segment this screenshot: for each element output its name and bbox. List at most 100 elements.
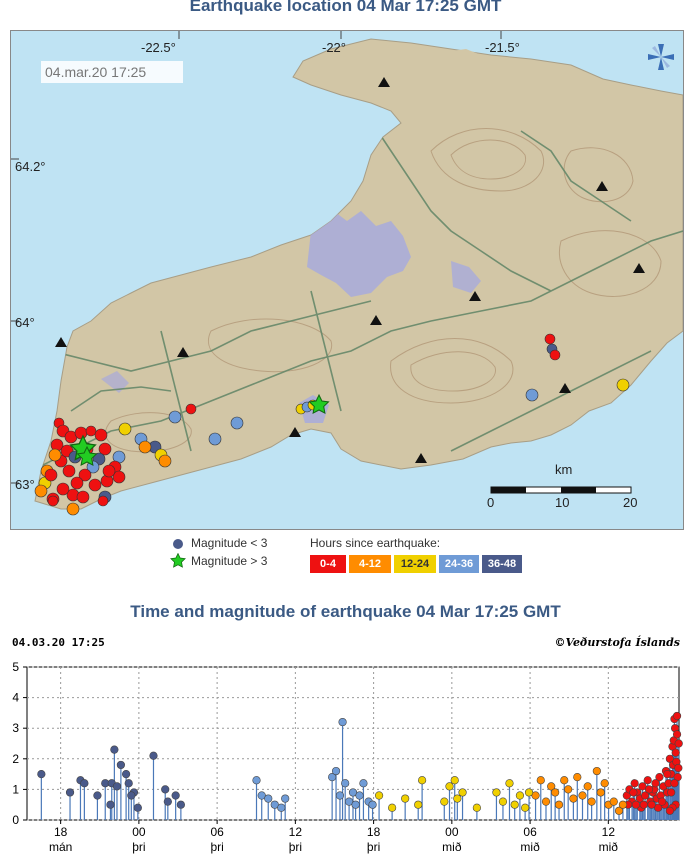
quake-point	[596, 788, 605, 797]
y-tick-label: 1	[12, 782, 19, 796]
quake-marker	[78, 468, 92, 482]
map-title: Earthquake location 04 Mar 17:25 GMT	[189, 0, 502, 15]
station-marker	[177, 347, 189, 357]
hours-bin-36-48: 36-48	[482, 555, 522, 573]
quake-point	[122, 769, 131, 779]
scale-tick: 20	[623, 495, 637, 510]
station-marker	[378, 77, 390, 87]
quake-point	[368, 800, 377, 809]
quake-point	[510, 800, 519, 809]
quake-marker	[549, 349, 561, 361]
scale-tick: 0	[487, 495, 494, 510]
quake-point	[536, 776, 545, 785]
quake-point	[667, 788, 676, 797]
large-quake-star-icon	[170, 553, 186, 568]
station-marker	[559, 383, 571, 393]
quake-point	[171, 791, 180, 800]
quake-point	[65, 788, 75, 797]
x-tick-hour-label: 00	[445, 825, 459, 839]
quake-point	[338, 717, 347, 727]
quake-point	[583, 782, 592, 791]
quake-marker	[44, 468, 58, 482]
quake-point	[374, 791, 384, 800]
x-tick-day-label: þri	[289, 840, 302, 854]
large-quake-star	[76, 445, 98, 467]
x-tick-day-label: þri	[367, 840, 380, 854]
quake-point	[492, 788, 501, 797]
quake-marker	[34, 484, 48, 498]
x-tick-day-label: mið	[442, 840, 462, 854]
y-tick-label: 3	[12, 721, 19, 735]
quake-point	[341, 779, 350, 788]
station-marker	[415, 453, 427, 463]
quake-point	[458, 788, 467, 797]
quake-point	[657, 797, 667, 806]
quake-point	[515, 791, 525, 800]
quake-point	[359, 779, 368, 788]
quake-marker	[230, 416, 244, 430]
quake-point	[414, 800, 423, 809]
earthquake-map[interactable]: -22.5° -22° -21.5° 64.2° 64° 63° 04.mar.…	[10, 30, 684, 530]
quake-point	[124, 779, 133, 788]
quake-point	[176, 800, 185, 809]
quake-point	[541, 797, 551, 806]
quake-point	[281, 794, 290, 803]
chart-copyright: ©Veðurstofa Íslands	[554, 636, 680, 649]
quake-point	[277, 803, 286, 812]
quake-point	[629, 788, 638, 797]
quake-point	[335, 791, 345, 800]
lat-label: 63°	[15, 477, 35, 492]
chart-timestamp: 04.03.20 17:25	[12, 636, 105, 649]
x-tick-day-label: þri	[132, 840, 145, 854]
quake-point	[672, 730, 682, 739]
quake-point	[674, 763, 683, 773]
lat-label: 64°	[15, 315, 35, 330]
quake-marker	[158, 454, 172, 468]
quake-point	[554, 800, 564, 809]
quake-point	[671, 748, 680, 757]
lon-label: -21.5°	[485, 40, 520, 55]
y-tick-label: 5	[12, 660, 19, 674]
quake-point	[161, 785, 170, 794]
station-marker	[596, 181, 608, 191]
quake-point	[418, 776, 427, 785]
map-legend: Magnitude < 3 Magnitude > 3 Hours since …	[165, 533, 565, 578]
quake-point	[600, 779, 609, 788]
quake-marker	[48, 448, 62, 462]
quake-point	[573, 773, 582, 782]
hours-bin-24-36: 24-36	[439, 555, 479, 573]
magnitude-time-chart: 0 1 2 3 4 5 18 mán 00 þri 06 þri 12 þri 18 þri 00 mið 06 mi…	[0, 655, 691, 862]
scale-unit: km	[555, 462, 572, 477]
quake-marker	[97, 495, 109, 507]
quake-point	[631, 800, 641, 809]
quake-point	[655, 773, 664, 782]
x-tick-hour-label: 12	[289, 825, 303, 839]
map-grid	[11, 31, 502, 484]
x-tick-hour-label: 00	[132, 825, 146, 839]
legend-small-label: Magnitude < 3	[191, 536, 268, 550]
quake-point	[388, 803, 397, 812]
quake-point	[674, 739, 683, 748]
earthquake-markers	[34, 333, 630, 516]
quake-marker	[98, 442, 112, 456]
legend-large-label: Magnitude > 3	[191, 554, 268, 568]
quake-point	[106, 800, 115, 809]
quake-point	[670, 779, 679, 788]
large-quake-star	[308, 393, 330, 415]
quake-marker	[112, 470, 126, 484]
quake-point	[651, 779, 660, 788]
quake-marker	[185, 403, 197, 415]
quake-marker	[102, 464, 116, 478]
quake-marker	[47, 495, 59, 507]
quake-point	[149, 751, 158, 760]
quake-point	[665, 806, 674, 815]
quake-marker	[56, 482, 70, 496]
quake-point	[112, 782, 122, 791]
quake-point	[672, 711, 682, 721]
quake-point	[445, 782, 454, 791]
land	[34, 38, 684, 510]
quake-point	[569, 794, 578, 803]
seismic-stations	[55, 77, 645, 463]
station-marker	[469, 291, 481, 301]
quake-marker	[544, 333, 556, 345]
